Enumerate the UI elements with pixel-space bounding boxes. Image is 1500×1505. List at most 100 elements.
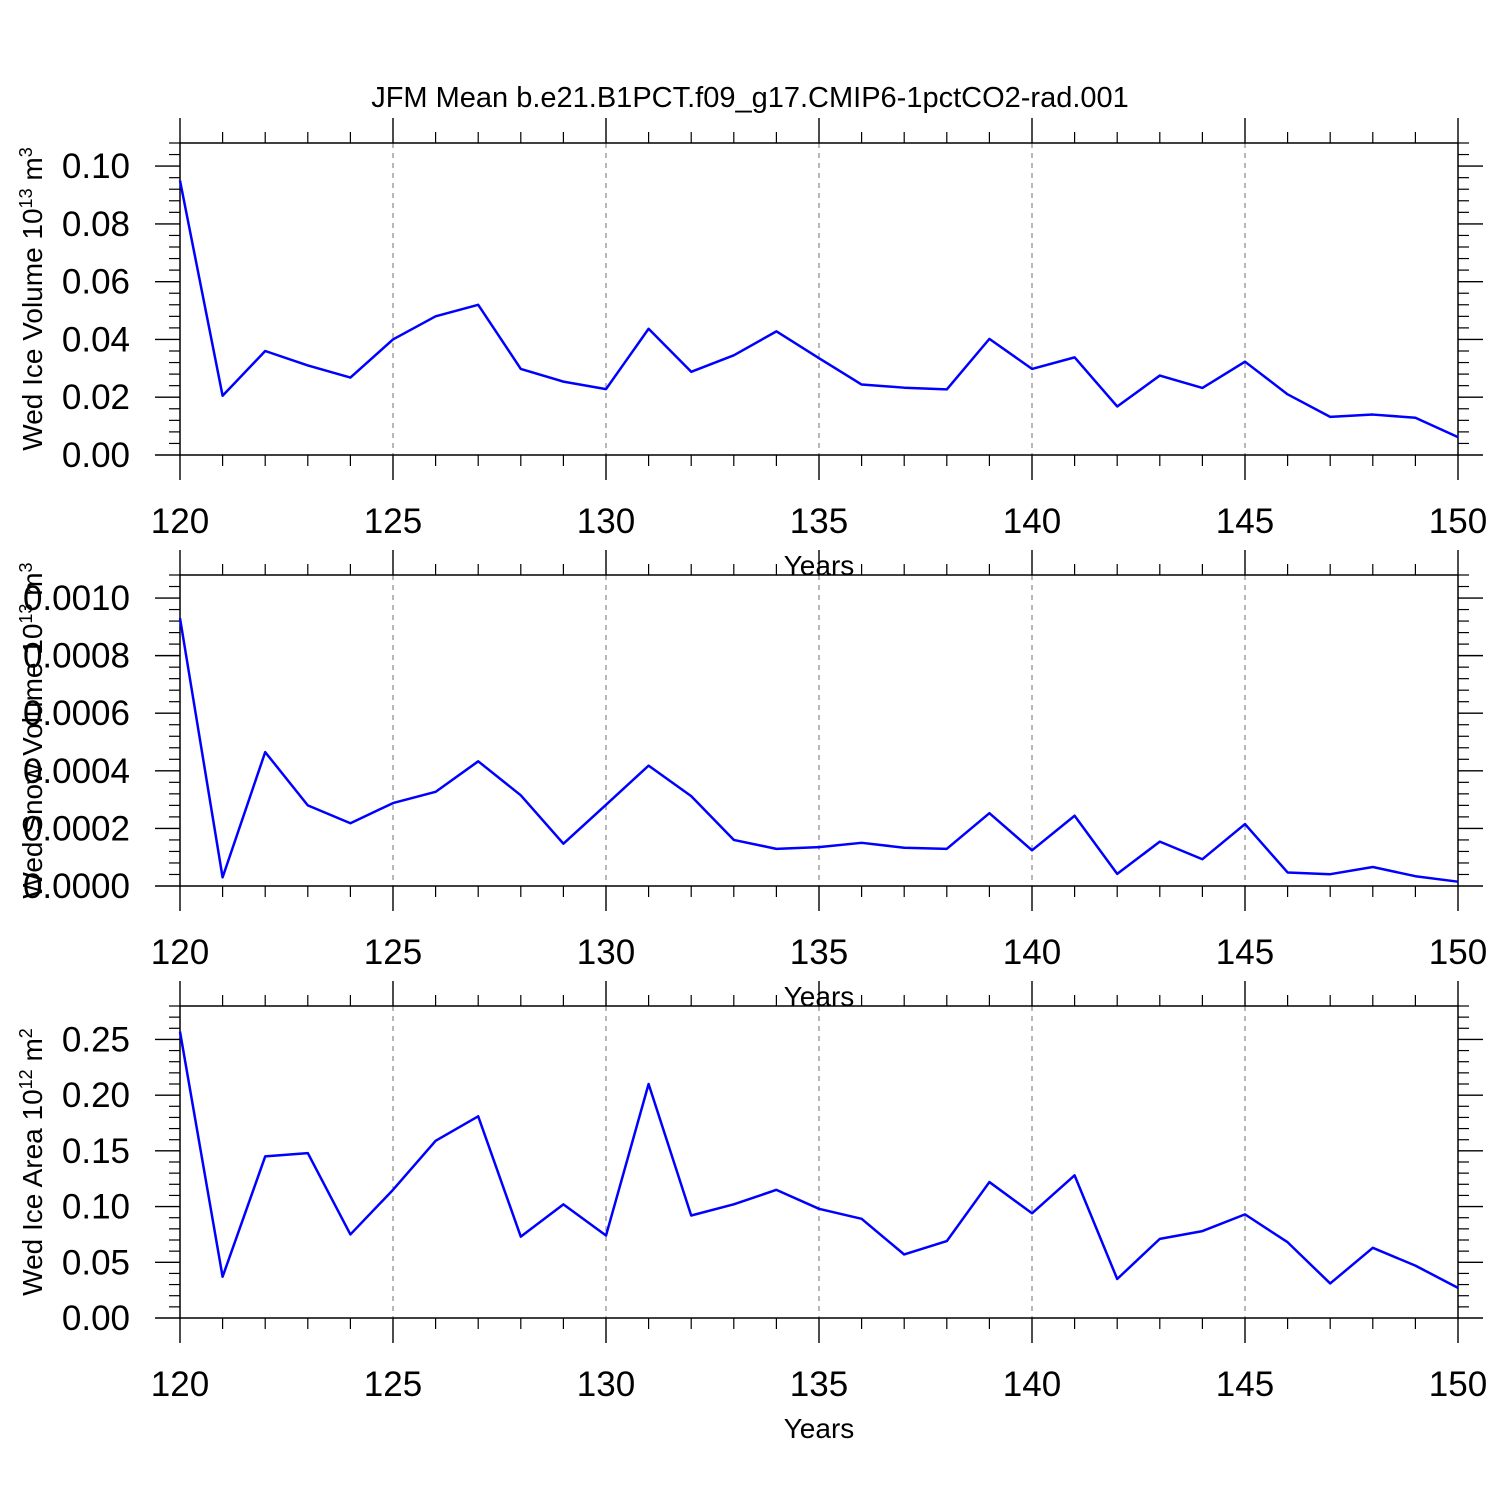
y-axis-title-base: Wed Snow Volume 10 [17,624,48,899]
data-point [263,750,267,754]
data-point [689,794,693,798]
data-point [434,1139,438,1143]
y-axis-title: Wed Snow Volume 1013 m3 [16,562,48,898]
data-point [1243,360,1247,364]
data-point [817,356,821,360]
data-point [1413,1264,1417,1268]
y-axis-title-unit-exponent: 3 [16,562,36,572]
y-tick-label: 0.08 [62,205,130,244]
data-point [732,353,736,357]
data-point [263,1154,267,1158]
data-point [604,803,608,807]
data-point [391,1188,395,1192]
data-point [1115,872,1119,876]
data-point [689,1213,693,1217]
x-tick-label: 140 [1003,933,1061,972]
data-point [434,314,438,318]
y-tick-label: 0.25 [62,1020,130,1059]
data-point [476,303,480,307]
y-tick-label: 0.20 [62,1076,130,1115]
x-tick-label: 130 [577,1365,635,1404]
data-point [391,801,395,805]
y-tick-label: 0.10 [62,1188,130,1227]
x-tick-label: 145 [1216,502,1274,541]
y-axis-title-base: Wed Ice Area 10 [17,1089,48,1296]
data-point [987,337,991,341]
x-tick-label: 150 [1429,1365,1487,1404]
data-point [1371,865,1375,869]
data-point [732,1202,736,1206]
y-axis-title: Wed Ice Area 1012 m2 [16,1028,48,1296]
x-axis-title: Years [784,1413,855,1444]
data-point [1030,1211,1034,1215]
y-axis-title-base: Wed Ice Volume 10 [17,208,48,450]
data-point [1200,386,1204,390]
data-point [1286,392,1290,396]
data-point [604,387,608,391]
data-point [945,387,949,391]
data-point [817,845,821,849]
data-point [1243,822,1247,826]
y-tick-label: 0.02 [62,378,130,417]
y-tick-label: 0.0006 [23,694,130,733]
data-point [647,1082,651,1086]
data-point [1371,1246,1375,1250]
data-point [476,759,480,763]
x-tick-label: 145 [1216,1365,1274,1404]
data-point [306,1151,310,1155]
y-tick-label: 0.06 [62,263,130,302]
y-tick-label: 0.00 [62,436,130,475]
data-point [1286,870,1290,874]
plot-frame [179,1005,1459,1319]
x-tick-label: 140 [1003,1365,1061,1404]
data-point [221,875,225,879]
data-point [1158,374,1162,378]
data-point [1286,1240,1290,1244]
x-tick-label: 125 [364,502,422,541]
data-point [561,842,565,846]
data-point [902,386,906,390]
y-tick-label: 0.04 [62,320,130,359]
data-point [1073,355,1077,359]
data-point [774,847,778,851]
data-point [1115,404,1119,408]
y-tick-label: 0.0010 [23,579,130,618]
chart-title: JFM Mean b.e21.B1PCT.f09_g17.CMIP6-1pctC… [371,82,1129,114]
data-point [178,179,182,183]
y-axis-title-unit-exponent: 2 [16,1028,36,1038]
x-tick-label: 125 [364,933,422,972]
y-axis-title-unit-exponent: 3 [16,147,36,157]
data-point [348,821,352,825]
y-axis-title-unit: m [17,572,48,603]
data-point [987,1180,991,1184]
data-point [987,811,991,815]
data-point [221,1275,225,1279]
series-line [178,617,1459,883]
x-tick-label: 130 [577,502,635,541]
x-tick-label: 150 [1429,933,1487,972]
data-point [519,1235,523,1239]
data-point [221,394,225,398]
data-point [1030,367,1034,371]
data-point [1243,1212,1247,1216]
x-tick-label: 120 [151,1365,209,1404]
y-tick-label: 0.0002 [23,809,130,848]
data-point [732,838,736,842]
x-tick-label: 140 [1003,502,1061,541]
data-point [178,616,182,620]
data-point [1456,880,1460,884]
data-point [1073,814,1077,818]
data-point [1328,872,1332,876]
x-tick-label: 125 [364,1365,422,1404]
data-point [519,793,523,797]
data-point [1328,1281,1332,1285]
data-point [604,1234,608,1238]
y-tick-label: 0.05 [62,1243,130,1282]
y-tick-label: 0.0000 [23,867,130,906]
x-tick-label: 120 [151,933,209,972]
panel-3: 120 125 130 135 140 145 150 0.00 0.05 0.10 0.15 0.2… [16,981,1487,1444]
data-point [263,349,267,353]
data-point [1413,874,1417,878]
x-tick-label: 120 [151,502,209,541]
